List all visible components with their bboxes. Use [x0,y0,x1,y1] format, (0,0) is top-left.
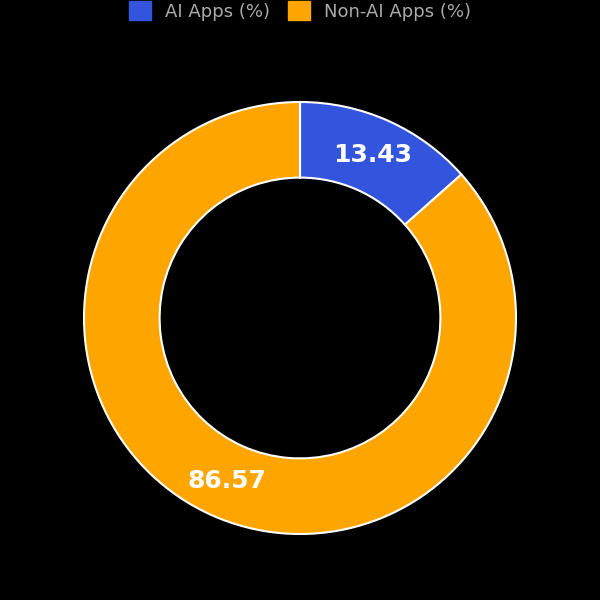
Text: 13.43: 13.43 [334,143,412,167]
Wedge shape [300,102,461,224]
Wedge shape [84,102,516,534]
Text: 86.57: 86.57 [188,469,266,493]
Legend: AI Apps (%), Non-AI Apps (%): AI Apps (%), Non-AI Apps (%) [120,0,480,29]
